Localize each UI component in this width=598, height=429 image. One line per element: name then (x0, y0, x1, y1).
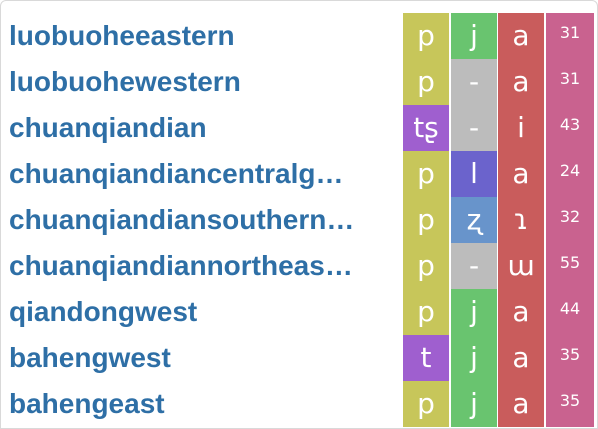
segment-tone: 24 (546, 151, 594, 197)
table-row: luobuoheeastern p j a 31 (1, 13, 598, 59)
segment-vowel: a (498, 289, 544, 335)
segment-medial: - (451, 243, 497, 289)
segment-vowel: a (498, 335, 544, 381)
dialect-name: luobuoheeastern (9, 20, 235, 51)
segment-medial: l (451, 151, 497, 197)
dialect-name: chuanqiandiannortheas… (9, 250, 353, 281)
table-row: bahengwest t j a 35 (1, 335, 598, 381)
segment-medial: ʐ (451, 197, 497, 243)
dialect-name: chuanqiandiancentralg… (9, 158, 344, 189)
segment-vowel: ɯ (498, 243, 544, 289)
dialect-name: bahengwest (9, 342, 171, 373)
table-row: qiandongwest p j a 44 (1, 289, 598, 335)
segment-initial: p (403, 289, 449, 335)
dialect-name: bahengeast (9, 388, 165, 419)
table-row: chuanqiandian tʂ - i 43 (1, 105, 598, 151)
segment-vowel: a (498, 151, 544, 197)
segment-tone: 35 (546, 335, 594, 381)
segment-initial: p (403, 151, 449, 197)
segment-vowel: a (498, 381, 544, 427)
segment-initial: p (403, 59, 449, 105)
segment-tone: 55 (546, 243, 594, 289)
segment-vowel: ɿ (498, 197, 544, 243)
segment-initial: p (403, 13, 449, 59)
dialect-name: qiandongwest (9, 296, 198, 327)
segment-medial: j (451, 381, 497, 427)
segment-tone: 44 (546, 289, 594, 335)
segment-initial: p (403, 197, 449, 243)
table-row: chuanqiandiansouthern… p ʐ ɿ 32 (1, 197, 598, 243)
segment-vowel: a (498, 13, 544, 59)
segment-tone: 43 (546, 105, 594, 151)
segment-initial: t (403, 335, 449, 381)
segment-initial: tʂ (403, 105, 449, 151)
segment-tone: 31 (546, 59, 594, 105)
segment-medial: j (451, 335, 497, 381)
table-row: luobuohewestern p - a 31 (1, 59, 598, 105)
segment-vowel: i (498, 105, 544, 151)
segment-medial: j (451, 13, 497, 59)
dialect-name: chuanqiandiansouthern… (9, 204, 355, 235)
segment-initial: p (403, 381, 449, 427)
segment-medial: - (451, 105, 497, 151)
segment-medial: - (451, 59, 497, 105)
segment-tone: 32 (546, 197, 594, 243)
dialect-name: chuanqiandian (9, 112, 207, 143)
dialect-name: luobuohewestern (9, 66, 241, 97)
table-row: bahengeast p j a 35 (1, 381, 598, 427)
table-row: chuanqiandiannortheas… p - ɯ 55 (1, 243, 598, 289)
segment-initial: p (403, 243, 449, 289)
segment-tone: 31 (546, 13, 594, 59)
segment-vowel: a (498, 59, 544, 105)
segment-tone: 35 (546, 381, 594, 427)
table-row: chuanqiandiancentralg… p l a 24 (1, 151, 598, 197)
segment-medial: j (451, 289, 497, 335)
